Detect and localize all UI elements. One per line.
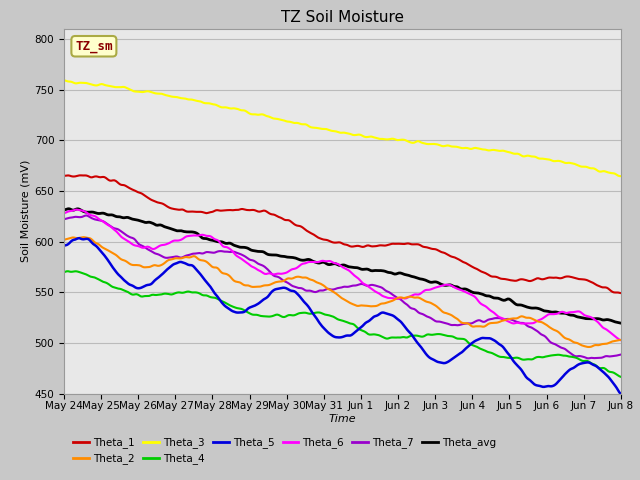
Theta_5 <box>412 337 419 343</box>
Line: Theta_2: Theta_2 <box>64 237 621 347</box>
Line: Theta_3: Theta_3 <box>64 80 621 176</box>
Theta_2 <box>463 320 471 326</box>
Theta_2 <box>467 322 474 328</box>
Theta_7 <box>129 235 136 241</box>
Theta_1 <box>60 173 68 179</box>
Theta_2 <box>60 237 68 243</box>
Theta_1 <box>77 172 84 178</box>
Theta_2 <box>617 337 625 343</box>
Theta_7 <box>467 321 474 326</box>
Theta_avg <box>60 207 68 213</box>
Title: TZ Soil Moisture: TZ Soil Moisture <box>281 10 404 25</box>
Theta_7 <box>243 255 251 261</box>
Theta_6 <box>73 207 81 213</box>
Theta_6 <box>463 290 471 296</box>
Theta_1 <box>467 263 474 268</box>
Theta_4 <box>65 268 72 274</box>
Theta_4 <box>282 313 290 319</box>
Theta_4 <box>463 339 471 345</box>
Theta_2 <box>80 234 88 240</box>
Theta_1 <box>617 290 625 296</box>
Theta_1 <box>129 187 136 192</box>
Theta_avg <box>412 275 419 280</box>
Theta_avg <box>243 245 251 251</box>
Theta_1 <box>463 261 471 267</box>
Theta_5 <box>467 342 474 348</box>
Theta_avg <box>617 320 625 326</box>
Theta_4 <box>467 341 474 347</box>
Theta_3 <box>281 118 289 123</box>
Line: Theta_7: Theta_7 <box>64 216 621 359</box>
Theta_7 <box>60 216 68 222</box>
Theta_5 <box>129 283 136 288</box>
Theta_avg <box>65 206 72 212</box>
Text: TZ_sm: TZ_sm <box>75 40 113 53</box>
Theta_6 <box>282 270 290 276</box>
Theta_2 <box>412 295 419 300</box>
Theta_1 <box>412 241 419 247</box>
Theta_3 <box>462 145 470 151</box>
Theta_avg <box>282 254 290 260</box>
Theta_5 <box>76 235 83 241</box>
Theta_6 <box>243 260 251 265</box>
Line: Theta_1: Theta_1 <box>64 175 621 293</box>
Theta_4 <box>243 309 251 315</box>
Theta_7 <box>463 321 471 326</box>
Line: Theta_6: Theta_6 <box>64 210 621 340</box>
Theta_6 <box>467 291 474 297</box>
Theta_3 <box>410 140 418 145</box>
Line: Theta_5: Theta_5 <box>64 238 621 394</box>
X-axis label: Time: Time <box>328 414 356 424</box>
Theta_avg <box>463 287 471 292</box>
Theta_1 <box>243 207 251 213</box>
Theta_4 <box>60 269 68 275</box>
Theta_1 <box>282 217 290 223</box>
Legend: Theta_1, Theta_2, Theta_3, Theta_4, Theta_5, Theta_6, Theta_7, Theta_avg: Theta_1, Theta_2, Theta_3, Theta_4, Thet… <box>69 433 500 468</box>
Theta_avg <box>467 288 474 294</box>
Line: Theta_avg: Theta_avg <box>64 209 621 323</box>
Theta_4 <box>617 374 625 380</box>
Theta_5 <box>60 242 68 248</box>
Theta_3 <box>465 145 472 151</box>
Theta_7 <box>617 352 625 358</box>
Theta_4 <box>129 292 136 298</box>
Theta_7 <box>412 307 419 313</box>
Theta_7 <box>585 356 593 361</box>
Theta_3 <box>60 77 68 83</box>
Theta_6 <box>412 291 419 297</box>
Theta_5 <box>243 307 251 312</box>
Theta_7 <box>282 279 290 285</box>
Theta_2 <box>243 282 251 288</box>
Theta_3 <box>127 87 135 93</box>
Theta_5 <box>617 391 625 396</box>
Y-axis label: Soil Moisture (mV): Soil Moisture (mV) <box>20 160 30 263</box>
Theta_5 <box>282 285 290 291</box>
Theta_7 <box>83 213 90 218</box>
Theta_3 <box>617 173 625 179</box>
Theta_4 <box>412 333 419 338</box>
Line: Theta_4: Theta_4 <box>64 271 621 377</box>
Theta_6 <box>129 241 136 247</box>
Theta_2 <box>282 276 290 282</box>
Theta_5 <box>463 344 471 350</box>
Theta_avg <box>129 216 136 222</box>
Theta_6 <box>60 210 68 216</box>
Theta_2 <box>585 344 593 350</box>
Theta_6 <box>617 337 625 343</box>
Theta_3 <box>241 108 249 114</box>
Theta_2 <box>129 262 136 268</box>
